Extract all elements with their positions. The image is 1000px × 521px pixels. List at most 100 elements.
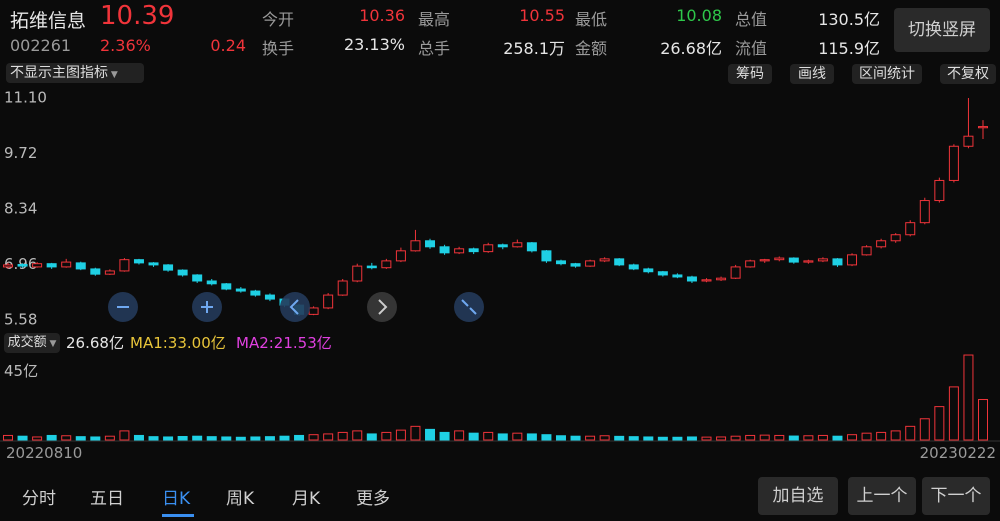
zoom-button[interactable]: [192, 292, 222, 322]
candle-body: [235, 288, 246, 292]
tool-button[interactable]: 不复权: [940, 64, 996, 84]
code: 002261: [10, 36, 72, 55]
volume-bar: [192, 435, 203, 441]
volume-title: 成交额: [7, 335, 47, 350]
candle-body: [817, 258, 828, 262]
volume-bar: [934, 406, 945, 441]
candle-body: [148, 262, 159, 266]
tab[interactable]: 分时: [22, 489, 56, 509]
ma1-label: MA1:33.00亿: [130, 334, 226, 352]
stat-label: 最高: [418, 10, 451, 29]
volume-bar: [788, 435, 799, 441]
volume-bar: [512, 432, 523, 441]
switch-button[interactable]: 切换竖屏: [894, 8, 990, 52]
volume-bar: [701, 436, 712, 441]
candle-body: [250, 290, 261, 296]
volume-bar: [599, 435, 610, 441]
candle-body: [759, 259, 770, 262]
volume-bar: [759, 434, 770, 441]
candle-body: [337, 280, 348, 296]
volume-bar: [3, 434, 13, 441]
candle-body: [366, 265, 377, 269]
candle-body: [308, 307, 319, 315]
candle-body: [46, 263, 57, 268]
candle-body: [978, 126, 988, 129]
candle-body: [628, 264, 639, 270]
stat-label: 流值: [735, 39, 768, 58]
volume-bar: [541, 434, 552, 441]
volume-bar: [308, 434, 319, 441]
candle-body: [526, 242, 537, 252]
volume-bar: [876, 431, 887, 441]
action-button[interactable]: 加自选: [758, 477, 838, 515]
candle-body: [701, 279, 712, 282]
volume-select[interactable]: 成交额 ▼: [4, 333, 60, 353]
volume-bar: [235, 436, 246, 441]
stat-label: 最低: [575, 10, 608, 29]
volume-bar: [439, 431, 450, 441]
candle-body: [716, 277, 727, 281]
candle-body: [177, 269, 188, 276]
volume-bar: [497, 433, 508, 441]
candle-body: [730, 266, 741, 279]
stat-value: 23.13%: [343, 35, 405, 54]
volume-bar: [221, 436, 232, 441]
candle-body: [381, 260, 392, 269]
zoom-button[interactable]: [367, 292, 397, 322]
stat-label: 金额: [575, 39, 608, 58]
candle-body: [774, 257, 785, 261]
tab[interactable]: 五日: [90, 489, 124, 509]
zoom-button[interactable]: [280, 292, 310, 322]
candle-body: [861, 246, 872, 256]
volume-bar: [32, 436, 43, 441]
stat-value: 130.5亿: [818, 10, 880, 29]
volume-tick-label: 45亿: [4, 362, 38, 380]
volume-bar: [614, 435, 625, 441]
volume-bar: [163, 436, 174, 441]
tab[interactable]: 周K: [226, 489, 255, 509]
candle-body: [3, 264, 13, 268]
tab[interactable]: 更多: [356, 489, 390, 509]
action-button[interactable]: 上一个: [848, 477, 916, 515]
tab[interactable]: 日K: [162, 489, 191, 509]
candle-body: [643, 268, 654, 273]
volume-bar: [905, 425, 916, 441]
volume-bar: [963, 354, 974, 441]
tab-underline: [162, 514, 194, 517]
indicator-select[interactable]: 不显示主图指标 ▼: [6, 63, 144, 83]
candle-body: [963, 135, 974, 147]
candle-body: [512, 242, 523, 248]
volume-bar: [425, 428, 436, 441]
action-button[interactable]: 下一个: [922, 477, 990, 515]
candle-body: [439, 246, 450, 254]
candle-body: [483, 244, 494, 253]
volume-bar: [716, 436, 727, 441]
candle-body: [75, 262, 86, 270]
candle-body: [468, 248, 479, 253]
tool-button[interactable]: 画线: [790, 64, 834, 84]
volume-bar: [119, 430, 130, 441]
stat-label: 换手: [262, 39, 295, 58]
candle-body: [221, 283, 232, 290]
stat-label: 总值: [735, 10, 768, 29]
tool-button[interactable]: 区间统计: [852, 64, 922, 84]
candle-body: [847, 254, 858, 266]
candle-body: [410, 240, 421, 252]
candle-body: [614, 258, 625, 266]
volume-bar: [628, 436, 639, 441]
volume-bar: [555, 435, 566, 441]
volume-bar: [672, 436, 683, 441]
volume-bar: [206, 436, 217, 441]
zoom-button[interactable]: [454, 292, 484, 322]
volume-bar: [46, 434, 57, 441]
volume-bar: [75, 436, 86, 441]
tool-button[interactable]: 筹码: [728, 64, 772, 84]
volume-bar: [104, 435, 115, 441]
volume-bar: [279, 435, 290, 441]
zoom-button[interactable]: [108, 292, 138, 322]
start-date: 20220810: [6, 444, 83, 462]
volume-bar: [585, 435, 596, 441]
tab[interactable]: 月K: [292, 489, 321, 509]
volume-bar: [643, 436, 654, 441]
